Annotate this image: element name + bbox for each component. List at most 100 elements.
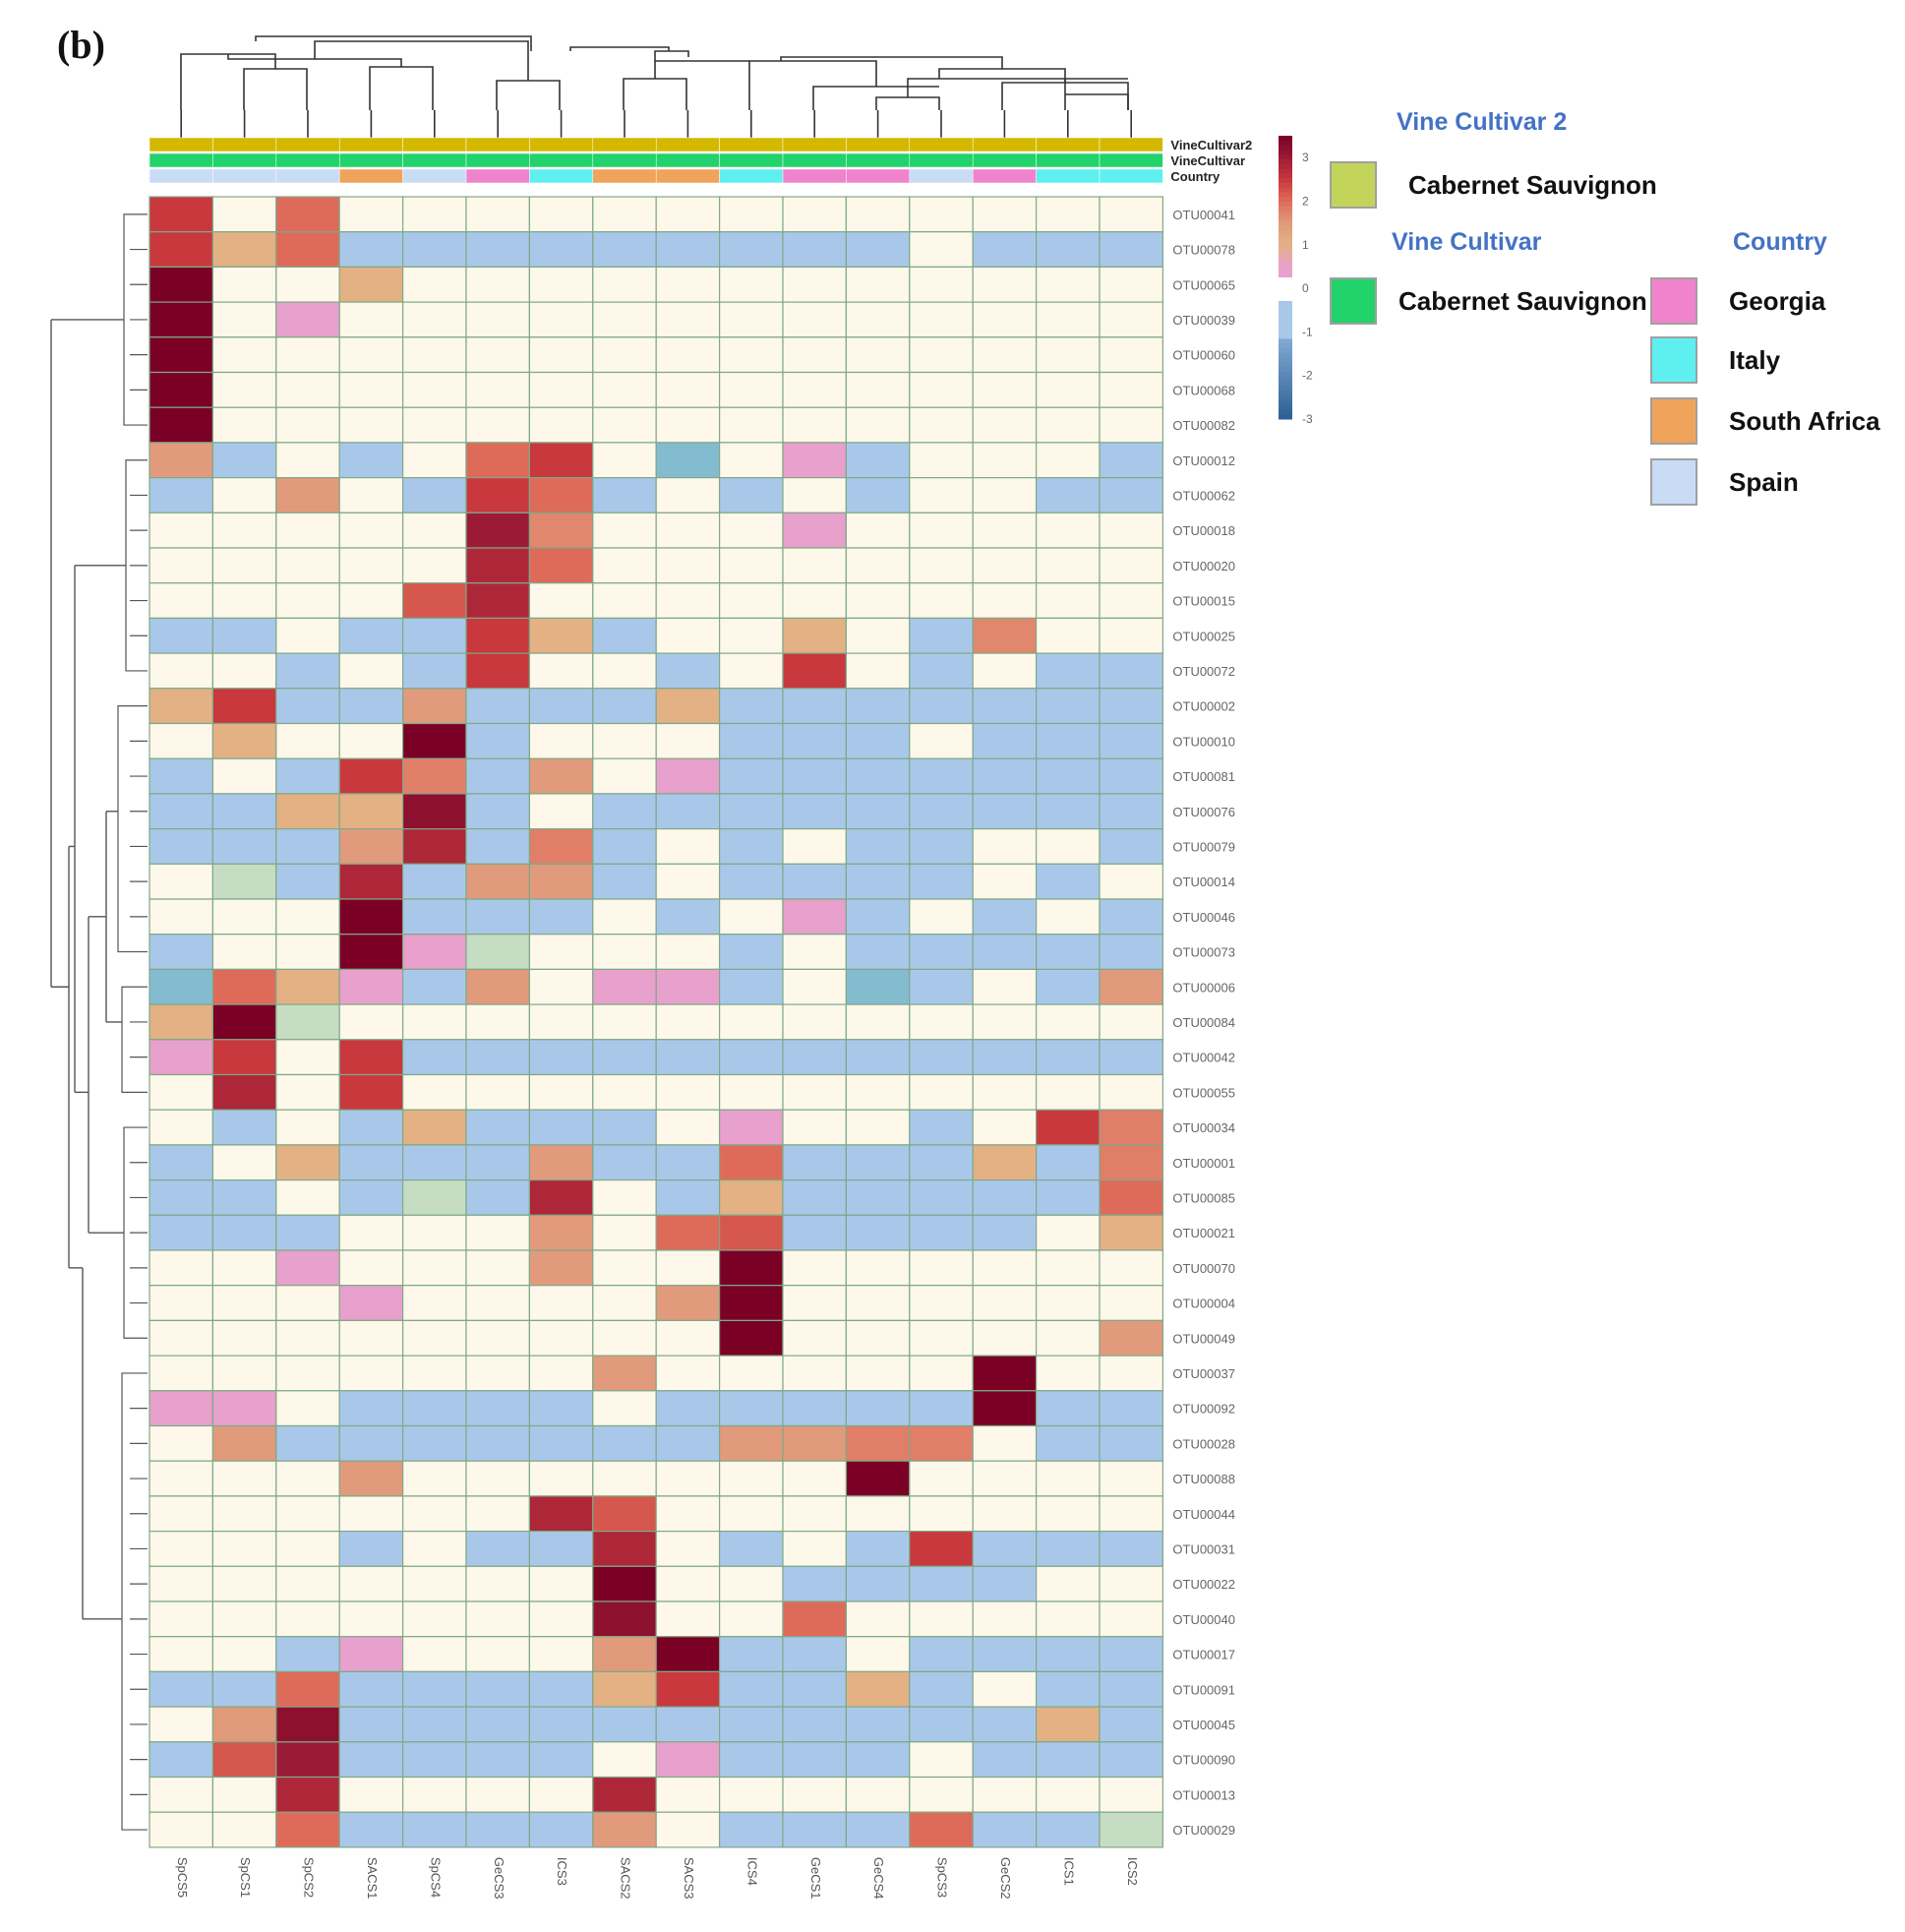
- legend-title-vine-cultivar: Vine Cultivar: [1392, 228, 1542, 256]
- heatmap-cell: [211, 1495, 277, 1533]
- heatmap-cell: [845, 1073, 911, 1111]
- heatmap-cell: [528, 477, 594, 513]
- heatmap-cell: [592, 1565, 657, 1602]
- heatmap-cell: [1035, 266, 1101, 303]
- heatmap-cell: [655, 1109, 721, 1146]
- heatmap-cell: [718, 406, 784, 444]
- heatmap-cell: [782, 863, 848, 900]
- annotation-cell-cultivar: [402, 152, 467, 168]
- heatmap-cell: [592, 1460, 657, 1497]
- heatmap-cell: [338, 1073, 404, 1111]
- row-label: OTU00091: [1172, 1682, 1235, 1697]
- annotation-label: VineCultivar: [1170, 153, 1245, 168]
- column-label: SpCS2: [302, 1857, 317, 1898]
- heatmap-cell: [465, 336, 531, 374]
- heatmap-cell: [972, 827, 1038, 865]
- heatmap-cell: [655, 1319, 721, 1357]
- color-scale-step: [1279, 348, 1292, 354]
- heatmap-cell: [1035, 512, 1101, 549]
- legend-swatch: [1330, 277, 1377, 325]
- heatmap-cell: [211, 934, 277, 971]
- heatmap-cell: [592, 442, 657, 479]
- column-labels: SpCS5 SpCS1 SpCS2 SACS1 SpCS4 GeCS3 ICS3 SACS2 S…: [175, 1857, 1140, 1900]
- heatmap-cell: [465, 793, 531, 830]
- heatmap-cell: [972, 371, 1038, 408]
- heatmap-cell: [338, 1530, 404, 1567]
- heatmap-cell: [972, 1249, 1038, 1287]
- row-label: OTU00040: [1172, 1612, 1235, 1627]
- color-scale-step: [1279, 258, 1292, 265]
- heatmap-cell: [1099, 582, 1164, 620]
- heatmap-cell: [718, 1424, 784, 1462]
- heatmap-cell: [845, 1355, 911, 1392]
- heatmap-cell: [338, 442, 404, 479]
- heatmap-cell: [338, 1144, 404, 1181]
- heatmap-cell: [149, 371, 214, 408]
- heatmap-cell: [1035, 863, 1101, 900]
- heatmap-cell: [845, 968, 911, 1005]
- heatmap-cell: [592, 582, 657, 620]
- heatmap-cell: [1099, 1285, 1164, 1321]
- legend-title-vine-cultivar2: Vine Cultivar 2: [1397, 108, 1568, 136]
- heatmap-cell: [149, 1811, 214, 1848]
- heatmap-cell: [465, 512, 531, 549]
- heatmap-cell: [465, 1424, 531, 1462]
- annotation-cell-cultivar: [1099, 152, 1163, 168]
- heatmap-cell: [465, 1214, 531, 1251]
- heatmap-cell: [275, 1039, 340, 1076]
- heatmap-cell: [149, 442, 214, 479]
- color-scale-step: [1279, 343, 1292, 349]
- heatmap-cell: [592, 231, 657, 268]
- row-label: OTU00031: [1172, 1541, 1235, 1556]
- heatmap-cell: [211, 301, 277, 338]
- heatmap-cell: [655, 1811, 721, 1848]
- heatmap-cell: [275, 196, 340, 233]
- heatmap-cell: [655, 1670, 721, 1708]
- heatmap-cell: [972, 336, 1038, 374]
- row-label: OTU00072: [1172, 664, 1235, 679]
- heatmap-cell: [149, 1565, 214, 1602]
- heatmap-cell: [1099, 1424, 1164, 1462]
- color-scale-step: [1279, 286, 1292, 292]
- heatmap-cell: [211, 1144, 277, 1181]
- heatmap-cell: [275, 1670, 340, 1708]
- heatmap-cell: [909, 1495, 974, 1533]
- heatmap-cell: [655, 1355, 721, 1392]
- heatmap-cell: [149, 934, 214, 971]
- heatmap-cell: [592, 1285, 657, 1321]
- annotation-cell-cultivar2: [1036, 137, 1101, 152]
- heatmap-cell: [1099, 1390, 1164, 1427]
- column-label: SpCS1: [238, 1857, 253, 1898]
- color-scale-step: [1279, 329, 1292, 335]
- heatmap-cell: [211, 617, 277, 654]
- annotation-cell-cultivar2: [465, 137, 530, 152]
- row-label: OTU00046: [1172, 910, 1235, 925]
- heatmap-cell: [845, 1565, 911, 1602]
- row-label: OTU00020: [1172, 559, 1235, 574]
- heatmap-cell: [909, 196, 974, 233]
- dendrogram-branch: [1065, 93, 1129, 101]
- annotation-cell-cultivar2: [529, 137, 594, 152]
- color-scale-step: [1279, 154, 1292, 160]
- heatmap-cell: [718, 1355, 784, 1392]
- heatmap-cell: [782, 1073, 848, 1111]
- heatmap-cell: [782, 1424, 848, 1462]
- heatmap-cell: [211, 1565, 277, 1602]
- heatmap-cell: [465, 266, 531, 303]
- color-scale-step: [1279, 381, 1292, 387]
- annotation-label: Country: [1170, 169, 1220, 184]
- heatmap-cell: [338, 301, 404, 338]
- heatmap-cell: [1099, 442, 1164, 479]
- annotation-cell-country: [338, 168, 403, 184]
- heatmap-cell: [718, 477, 784, 513]
- heatmap-cell: [845, 231, 911, 268]
- heatmap-cell: [402, 1144, 467, 1181]
- heatmap-cell: [592, 793, 657, 830]
- heatmap-cell: [782, 1636, 848, 1672]
- legend-item-cultivar2: Cabernet Sauvignon: [1330, 161, 1657, 209]
- heatmap-cell: [338, 477, 404, 513]
- row-label: OTU00090: [1172, 1753, 1235, 1768]
- heatmap-cell: [211, 688, 277, 725]
- dendrogram-branch: [369, 66, 434, 110]
- heatmap-cell: [592, 547, 657, 584]
